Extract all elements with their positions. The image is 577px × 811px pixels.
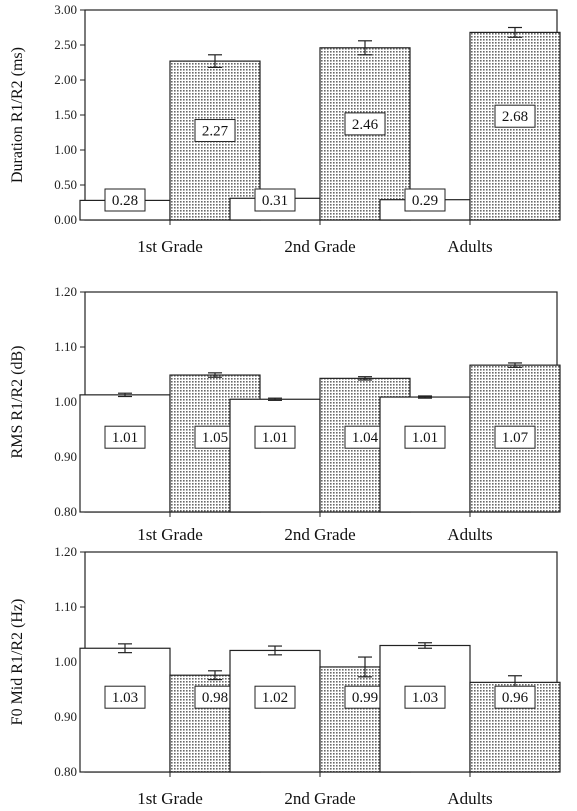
- bar: [229, 649, 321, 773]
- bar: [469, 364, 561, 513]
- y-axis-title: Duration R1/R2 (ms): [9, 47, 26, 183]
- value-label-box: [494, 425, 536, 449]
- value-label: 0.28: [112, 193, 138, 209]
- value-label-box: [104, 685, 146, 709]
- value-label-box: [404, 188, 446, 212]
- x-tick-label: Adults: [447, 525, 492, 544]
- value-label: 0.29: [412, 193, 438, 209]
- value-label-box: [344, 112, 386, 136]
- y-tick-label: 0.80: [54, 504, 77, 519]
- y-tick-label: 1.20: [54, 284, 77, 299]
- bar: [229, 398, 321, 513]
- value-label: 1.04: [352, 430, 379, 446]
- x-tick-label: Adults: [447, 237, 492, 256]
- value-label-box: [104, 188, 146, 212]
- x-tick-label: 1st Grade: [137, 237, 203, 256]
- value-label-box: [494, 104, 536, 128]
- bar: [379, 396, 471, 513]
- x-tick-label: 2nd Grade: [284, 237, 355, 256]
- value-label: 1.01: [112, 430, 138, 446]
- y-tick-label: 0.00: [54, 212, 77, 227]
- value-label: 1.03: [112, 690, 138, 706]
- value-label: 0.99: [352, 690, 378, 706]
- y-tick-label: 0.80: [54, 764, 77, 779]
- bar: [379, 644, 471, 773]
- value-label: 2.27: [202, 124, 229, 140]
- value-label-box: [254, 425, 296, 449]
- y-tick-label: 0.90: [54, 709, 77, 724]
- y-tick-label: 2.00: [54, 72, 77, 87]
- value-label-box: [404, 425, 446, 449]
- value-label: 1.01: [262, 430, 288, 446]
- x-tick-label: 1st Grade: [137, 525, 203, 544]
- value-label: 1.02: [262, 690, 288, 706]
- value-label: 0.96: [502, 690, 529, 706]
- value-label: 1.03: [412, 690, 438, 706]
- value-label: 0.98: [202, 690, 228, 706]
- x-tick-label: 1st Grade: [137, 789, 203, 808]
- y-axis-title: F0 Mid R1/R2 (Hz): [9, 599, 26, 726]
- y-tick-label: 1.00: [54, 394, 77, 409]
- bar: [79, 647, 171, 773]
- value-label: 2.46: [352, 117, 379, 133]
- y-tick-label: 1.50: [54, 107, 77, 122]
- value-label-box: [254, 685, 296, 709]
- value-label-box: [254, 188, 296, 212]
- x-tick-label: Adults: [447, 789, 492, 808]
- y-tick-label: 0.50: [54, 177, 77, 192]
- bar: [79, 394, 171, 513]
- y-tick-label: 1.20: [54, 544, 77, 559]
- y-tick-label: 0.90: [54, 449, 77, 464]
- value-label-box: [404, 685, 446, 709]
- value-label: 1.01: [412, 430, 438, 446]
- value-label-box: [104, 425, 146, 449]
- y-tick-label: 1.10: [54, 339, 77, 354]
- chart-panel-3: 0.80 0.90 1.00 1.10 1.20 F0 Mid R1/R2 (Hz) 1.0…: [9, 544, 561, 808]
- chart-panel-2: 0.80 0.90 1.00 1.10 1.20 RMS R1/R2 (dB) 1.01 1.…: [9, 284, 561, 544]
- x-tick-label: 2nd Grade: [284, 789, 355, 808]
- value-label: 0.31: [262, 193, 288, 209]
- x-tick-label: 2nd Grade: [284, 525, 355, 544]
- value-label: 1.05: [202, 430, 228, 446]
- value-label: 2.68: [502, 109, 528, 125]
- y-tick-label: 3.00: [54, 2, 77, 17]
- value-label-box: [494, 685, 536, 709]
- value-label: 1.07: [502, 430, 529, 446]
- y-tick-label: 1.00: [54, 654, 77, 669]
- y-tick-label: 1.00: [54, 142, 77, 157]
- y-tick-label: 2.50: [54, 37, 77, 52]
- y-axis-title: RMS R1/R2 (dB): [9, 346, 26, 459]
- value-label-box: [194, 119, 236, 143]
- y-tick-label: 1.10: [54, 599, 77, 614]
- chart-panel-1: 0.00 0.50 1.00 1.50 2.00 2.50 3.00 Duration R1/…: [9, 2, 561, 256]
